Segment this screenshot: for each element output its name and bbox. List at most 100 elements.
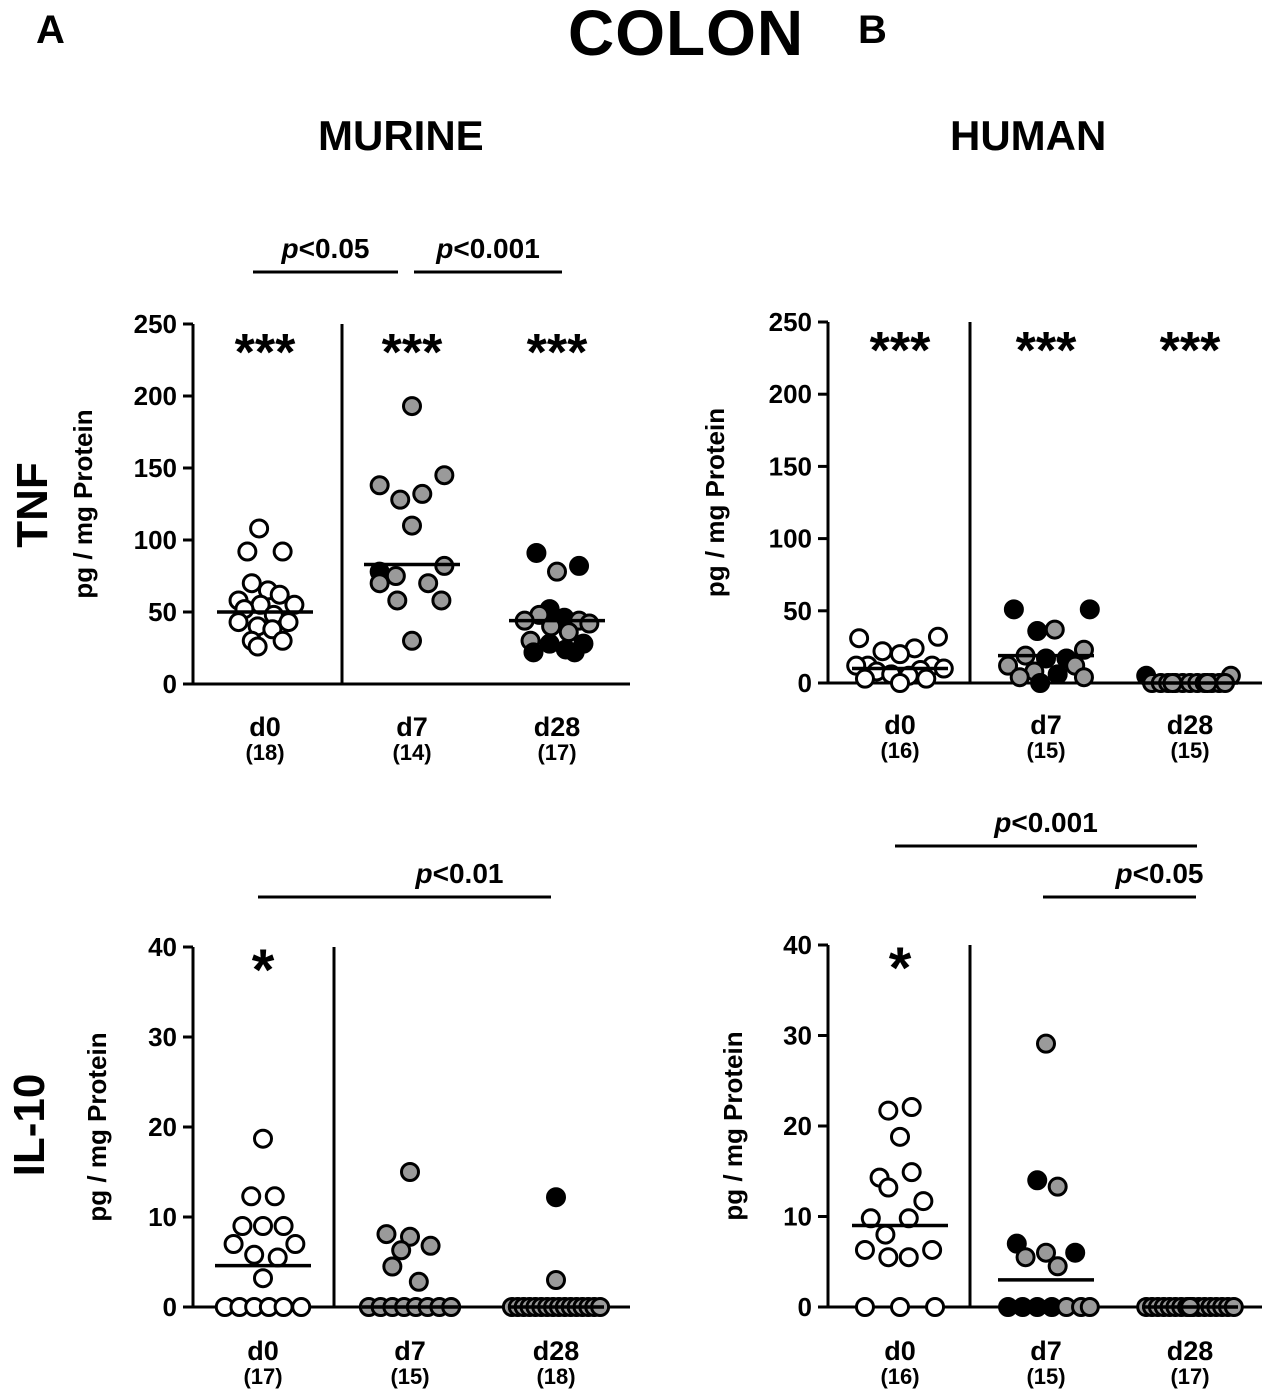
murine-tnf-data-point (390, 489, 411, 510)
murine-il10-data-point (391, 1240, 412, 1261)
human-tnf-y-axis-label: pg / mg Protein (700, 408, 730, 597)
murine-tnf-data-point (434, 465, 455, 486)
human-il10-data-point (890, 1297, 910, 1317)
murine-tnf-data-point (272, 630, 293, 651)
human-il10-data-point (878, 1247, 899, 1268)
murine-tnf-significance-stars: *** (382, 324, 443, 382)
human-tnf-y-tick-label: 50 (783, 596, 812, 626)
human-tnf-data-point (1003, 599, 1024, 620)
human-tnf-x-tick-label: d0 (884, 710, 916, 740)
murine-tnf-data-point (547, 561, 567, 582)
murine-tnf-data-point (412, 483, 433, 504)
murine-il10-significance-stars: * (252, 938, 275, 1003)
human-tnf-data-point (1047, 664, 1068, 685)
murine-tnf-data-point (402, 396, 422, 417)
murine-il10-y-tick-label: 20 (148, 1112, 177, 1142)
human-il10-data-point (878, 1100, 899, 1121)
human-il10-significance-stars: * (889, 936, 912, 1001)
murine-il10-group-n-label: (15) (390, 1364, 429, 1389)
murine-tnf-group-n-label: (18) (245, 740, 284, 765)
murine-il10-data-point (267, 1247, 288, 1268)
murine-tnf-data-point (402, 630, 422, 651)
human-tnf-significance-stars: *** (1016, 322, 1077, 380)
murine-tnf-x-tick-label: d0 (249, 712, 281, 742)
human-il10-y-tick-label: 20 (783, 1111, 812, 1141)
human-il10-group-n-label: (15) (1026, 1364, 1065, 1389)
murine-il10-x-tick-label: d0 (247, 1336, 279, 1366)
murine-tnf-data-point (369, 475, 390, 496)
murine-tnf-data-point (569, 555, 590, 576)
murine-tnf-data-point (579, 613, 600, 634)
murine-tnf-data-point (385, 566, 406, 586)
column-title-human: HUMAN (950, 112, 1107, 159)
murine-il10-y-tick-label: 0 (163, 1292, 177, 1322)
murine-tnf-data-point (369, 573, 390, 594)
human-il10-data-point (1015, 1247, 1036, 1268)
human-il10-significance-label: p<0.001 (993, 807, 1098, 838)
human-il10-data-point (898, 1247, 919, 1268)
murine-il10-data-point (408, 1271, 429, 1292)
human-tnf-y-tick-label: 150 (769, 451, 812, 481)
murine-tnf-y-tick-label: 200 (134, 381, 177, 411)
human-tnf-x-tick-label: d7 (1030, 710, 1062, 740)
human-tnf-data-point (1073, 667, 1094, 688)
murine-il10-data-point (420, 1235, 441, 1256)
human-tnf-group-n-label: (15) (1026, 738, 1065, 763)
murine-il10-data-point (264, 1186, 285, 1207)
murine-tnf-data-point (249, 518, 270, 539)
human-il10-data-point (1036, 1242, 1056, 1263)
murine-il10-group-n-label: (17) (243, 1364, 282, 1389)
human-il10-x-tick-label: d0 (884, 1336, 916, 1366)
murine-il10-x-tick-label: d7 (394, 1336, 426, 1366)
column-title-murine: MURINE (318, 112, 484, 159)
murine-il10-group-n-label: (18) (536, 1364, 575, 1389)
murine-tnf-data-point (241, 573, 262, 594)
human-il10-significance-label: p<0.05 (1115, 858, 1204, 889)
murine-tnf-data-point (523, 642, 544, 663)
human-tnf-data-point (1030, 673, 1051, 693)
murine-il10-significance-label: p<0.01 (415, 858, 504, 889)
human-il10-group-n-label: (16) (880, 1364, 919, 1389)
murine-tnf-data-point (272, 541, 293, 562)
murine-il10-data-point (400, 1226, 420, 1247)
murine-tnf-data-point (526, 542, 547, 563)
human-tnf-data-point (849, 628, 870, 649)
human-tnf-data-point (854, 668, 875, 689)
murine-tnf-y-tick-label: 50 (148, 597, 177, 627)
murine-il10-data-point (382, 1256, 403, 1277)
murine-tnf-data-point (418, 573, 439, 594)
murine-tnf-data-point (387, 590, 408, 611)
murine-tnf-data-point (228, 612, 249, 633)
human-il10-y-tick-label: 10 (783, 1202, 812, 1232)
murine-il10-data-point (400, 1162, 420, 1182)
murine-il10-data-point (285, 1234, 306, 1254)
human-tnf-data-point (1009, 667, 1030, 688)
human-il10-data-point (854, 1239, 875, 1260)
murine-il10-data-point (273, 1216, 294, 1236)
panel-a-label: A (36, 8, 65, 52)
murine-tnf-x-tick-label: d28 (534, 712, 581, 742)
murine-tnf-significance-label: p<0.05 (281, 233, 370, 264)
murine-tnf-y-tick-label: 250 (134, 309, 177, 339)
murine-il10-y-tick-label: 30 (148, 1022, 177, 1052)
human-il10-data-point (890, 1126, 910, 1147)
murine-tnf-significance-stars: *** (527, 324, 588, 382)
murine-tnf-significance-stars: *** (235, 324, 296, 382)
human-tnf-significance-stars: *** (870, 322, 931, 380)
murine-il10-data-point (241, 1186, 262, 1207)
human-tnf-y-tick-label: 250 (769, 307, 812, 337)
murine-tnf-data-point (431, 590, 452, 611)
murine-il10-data-point (546, 1187, 566, 1208)
human-il10-y-axis-label: pg / mg Protein (718, 1031, 748, 1220)
murine-il10-data-point (546, 1270, 566, 1290)
murine-il10-data-point (232, 1216, 253, 1236)
murine-tnf-data-point (402, 515, 422, 536)
human-tnf-y-tick-label: 100 (769, 524, 812, 554)
human-tnf-data-point (916, 668, 937, 689)
human-il10-data-point (854, 1297, 875, 1317)
human-tnf-data-point (890, 673, 910, 693)
human-tnf-significance-stars: *** (1160, 322, 1221, 380)
murine-tnf-y-axis-label: pg / mg Protein (68, 409, 98, 598)
human-tnf-group-n-label: (16) (880, 738, 919, 763)
